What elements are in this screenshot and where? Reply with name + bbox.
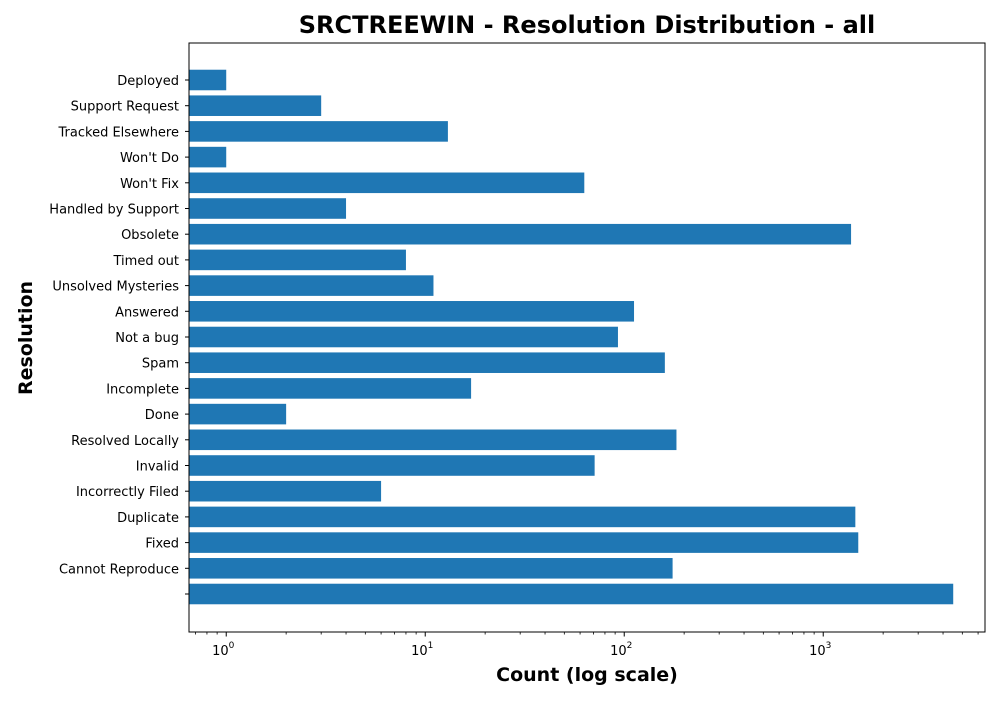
- bar: [189, 275, 434, 296]
- x-tick-label: 100: [212, 641, 235, 659]
- y-tick-label: Deployed: [117, 74, 179, 89]
- bar: [189, 198, 347, 219]
- bar: [189, 326, 618, 348]
- bar: [189, 95, 322, 116]
- y-tick-label: Tracked Elsewhere: [58, 125, 179, 140]
- y-tick-label: Obsolete: [121, 228, 179, 243]
- y-tick-label: Not a bug: [115, 331, 179, 346]
- bar: [189, 455, 595, 476]
- y-tick-label: Incorrectly Filed: [76, 485, 179, 500]
- bar: [189, 301, 635, 322]
- bar: [189, 172, 585, 194]
- x-axis-label: Count (log scale): [496, 664, 678, 686]
- y-tick-label: Spam: [142, 357, 179, 372]
- y-tick-label: Timed out: [113, 254, 180, 269]
- y-tick-label: Unsolved Mysteries: [52, 280, 179, 295]
- bar: [189, 403, 287, 425]
- y-axis-label: Resolution: [15, 281, 37, 395]
- bar: [189, 146, 227, 168]
- y-axis-ticks: Cannot Reproduce Fixed Duplicate Incorrectl…: [49, 74, 189, 595]
- y-tick-label: Invalid: [136, 460, 179, 475]
- y-tick-label: Support Request: [71, 100, 179, 115]
- bar: [189, 352, 665, 373]
- y-tick-label: Handled by Support: [49, 203, 179, 218]
- y-tick-label: Won't Do: [120, 151, 179, 166]
- bar: [189, 506, 856, 528]
- x-tick-label: 102: [610, 641, 632, 659]
- y-tick-label: Duplicate: [117, 511, 179, 526]
- bar: [189, 249, 406, 271]
- x-tick-label: 101: [411, 641, 433, 659]
- bar: [189, 69, 227, 91]
- bar: [189, 378, 472, 399]
- bar: [189, 429, 677, 451]
- y-tick-label: Fixed: [145, 537, 179, 552]
- chart-title: SRCTREEWIN - Resolution Distribution - a…: [299, 11, 875, 39]
- bar: [189, 583, 954, 605]
- y-tick-label: Done: [145, 408, 179, 423]
- bar: [189, 480, 382, 502]
- bar: [189, 532, 859, 553]
- bars-group: [189, 69, 954, 605]
- plot-area-frame: [188, 42, 986, 633]
- y-tick-label: Answered: [115, 305, 179, 320]
- bar: [189, 121, 448, 142]
- bar: [189, 223, 852, 245]
- x-tick-label: 103: [809, 641, 831, 659]
- bar: [189, 558, 673, 579]
- y-tick-label: Incomplete: [106, 382, 179, 397]
- y-tick-label: Won't Fix: [120, 177, 179, 192]
- y-tick-label: Cannot Reproduce: [59, 562, 179, 577]
- x-axis-ticks: 100 101 102 103: [195, 632, 979, 659]
- y-tick-label: Resolved Locally: [71, 434, 179, 449]
